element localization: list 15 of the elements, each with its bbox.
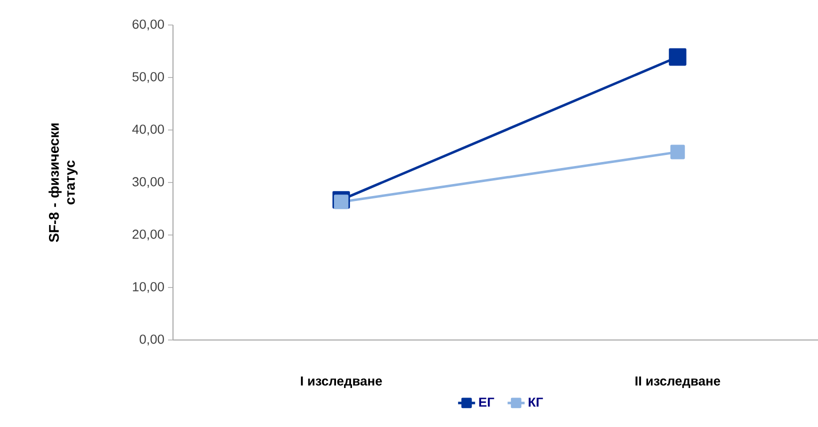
y-tick-label: 50,00 [132, 72, 164, 83]
y-tick-label: 30,00 [132, 177, 164, 188]
x-tick-label: II изследване [636, 376, 720, 388]
point [334, 194, 348, 210]
y-axis-title: SF-8 - физически статус [48, 124, 78, 242]
y-tick-label: 0,00 [140, 334, 164, 346]
y-tick-label: 10,00 [132, 282, 164, 293]
point [670, 144, 685, 160]
y-tick-label: 20,00 [132, 230, 164, 240]
x-tick-label: I изследване [300, 376, 382, 388]
point [668, 48, 686, 66]
legend-label: ЕГ [479, 398, 494, 407]
y-tick-label: 40,00 [132, 124, 164, 136]
y-tick-label: 60,00 [132, 20, 164, 30]
legend-label: КГ [528, 398, 543, 407]
